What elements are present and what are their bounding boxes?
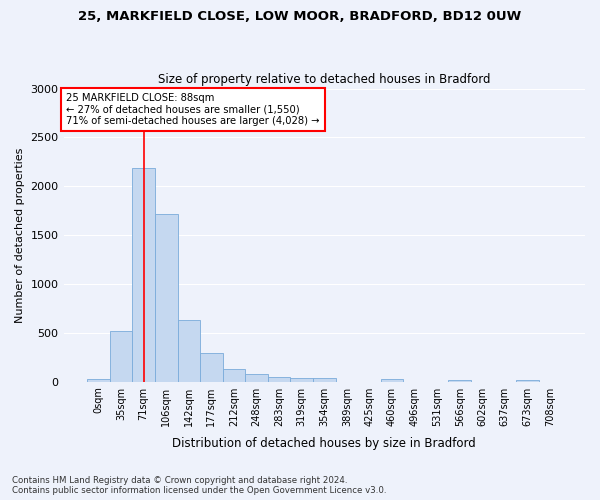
Text: 25, MARKFIELD CLOSE, LOW MOOR, BRADFORD, BD12 0UW: 25, MARKFIELD CLOSE, LOW MOOR, BRADFORD,… bbox=[79, 10, 521, 23]
Bar bbox=[381, 378, 403, 382]
Y-axis label: Number of detached properties: Number of detached properties bbox=[15, 148, 25, 323]
Bar bbox=[516, 380, 539, 382]
Bar bbox=[245, 374, 268, 382]
Bar bbox=[155, 214, 178, 382]
X-axis label: Distribution of detached houses by size in Bradford: Distribution of detached houses by size … bbox=[172, 437, 476, 450]
Text: Contains HM Land Registry data © Crown copyright and database right 2024.
Contai: Contains HM Land Registry data © Crown c… bbox=[12, 476, 386, 495]
Bar bbox=[133, 168, 155, 382]
Bar bbox=[110, 331, 133, 382]
Text: 25 MARKFIELD CLOSE: 88sqm
← 27% of detached houses are smaller (1,550)
71% of se: 25 MARKFIELD CLOSE: 88sqm ← 27% of detac… bbox=[66, 93, 320, 126]
Bar bbox=[268, 378, 290, 382]
Bar bbox=[313, 378, 335, 382]
Bar bbox=[200, 354, 223, 382]
Bar bbox=[87, 378, 110, 382]
Bar bbox=[223, 369, 245, 382]
Bar bbox=[178, 320, 200, 382]
Bar bbox=[448, 380, 471, 382]
Title: Size of property relative to detached houses in Bradford: Size of property relative to detached ho… bbox=[158, 73, 491, 86]
Bar bbox=[290, 378, 313, 382]
